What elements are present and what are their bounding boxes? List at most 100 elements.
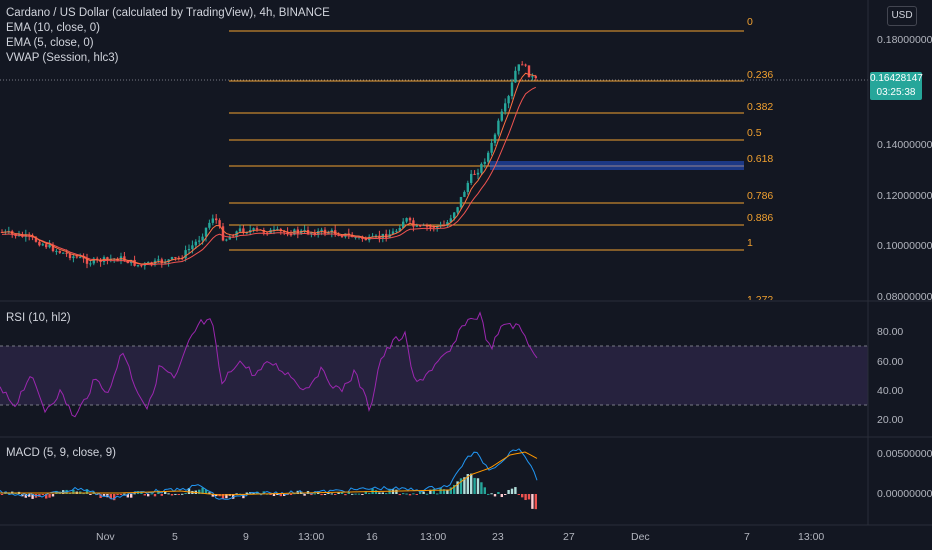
candle-body	[283, 231, 286, 233]
macd-histogram-bar	[116, 494, 119, 495]
fib-level-label: 0.618	[747, 153, 774, 165]
candle-body	[75, 256, 78, 258]
candlestick-series	[0, 61, 537, 270]
macd-histogram-bar	[276, 494, 279, 495]
candle-body	[340, 235, 344, 237]
macd-histogram-bar	[439, 487, 442, 494]
macd-histogram-bar	[449, 487, 452, 494]
macd-histogram-bar	[310, 494, 313, 496]
macd-legend[interactable]: MACD (5, 9, close, 9)	[6, 447, 116, 459]
ema-10-line	[1, 86, 537, 266]
candle-body	[480, 163, 483, 173]
current-price-value: 0.16428147	[870, 73, 923, 84]
candle-body	[242, 228, 245, 233]
chart-legend[interactable]: Cardano / US Dollar (calculated by Tradi…	[6, 6, 330, 66]
candle-body	[303, 229, 306, 231]
macd-histogram-bar	[476, 478, 480, 494]
macd-histogram-bar	[51, 494, 55, 497]
macd-histogram-bar	[48, 494, 51, 498]
candle-body	[79, 257, 82, 259]
macd-histogram-bar	[398, 494, 401, 496]
macd-histogram-bar	[242, 494, 245, 499]
macd-histogram-bar	[453, 484, 456, 494]
currency-button[interactable]: USD	[887, 6, 917, 26]
macd-histogram-bar	[252, 492, 255, 494]
macd-histogram-bar	[160, 494, 163, 496]
candle-body	[82, 257, 85, 259]
macd-histogram-bar	[378, 492, 381, 494]
candle-body	[106, 257, 109, 260]
macd-histogram-bar	[504, 494, 507, 495]
price-label: 0.18000000	[877, 34, 932, 46]
rsi-axis-label: 20.00	[877, 414, 904, 426]
macd-histogram-bar	[303, 494, 306, 496]
macd-histogram-bar	[340, 492, 344, 494]
candle-body	[405, 218, 408, 222]
candle-body	[218, 220, 221, 227]
macd-histogram-bar	[272, 494, 276, 497]
macd-histogram-bar	[181, 493, 184, 495]
symbol-title[interactable]: Cardano / US Dollar (calculated by Tradi…	[6, 7, 330, 19]
candle-body	[415, 225, 418, 227]
candle-body	[514, 70, 517, 83]
candle-body	[272, 229, 276, 231]
candle-body	[225, 239, 228, 241]
time-label: Nov	[96, 531, 115, 543]
macd-histogram-bar	[177, 494, 180, 495]
candle-body	[136, 265, 140, 267]
candle-body	[476, 172, 480, 175]
legend-ema-10[interactable]: EMA (10, close, 0)	[6, 22, 100, 34]
macd-histogram-bar	[327, 492, 330, 494]
fib-level-label: 0	[747, 16, 753, 28]
candle-body	[160, 259, 163, 264]
macd-histogram-bar	[510, 488, 514, 494]
macd-histogram-bar	[422, 491, 425, 494]
candle-body	[164, 262, 167, 264]
candle-body	[398, 227, 401, 231]
main-pane[interactable]	[0, 30, 868, 270]
fibonacci-retracement[interactable]	[229, 30, 744, 251]
candle-body	[201, 236, 204, 241]
candle-body	[446, 222, 449, 226]
macd-histogram-bar	[432, 489, 435, 494]
macd-histogram-bar	[31, 494, 34, 499]
candle-body	[422, 225, 425, 227]
macd-histogram-bar	[493, 494, 497, 497]
macd-histogram-bar	[483, 487, 486, 494]
candle-body	[191, 245, 194, 249]
macd-histogram-bar	[442, 489, 446, 494]
time-label: 9	[243, 531, 249, 543]
candle-body	[490, 142, 493, 153]
candle-countdown: 03:25:38	[876, 87, 916, 98]
candle-body	[72, 256, 75, 259]
rsi-pane[interactable]	[0, 311, 868, 418]
candle-body	[157, 259, 160, 261]
candle-body	[55, 250, 58, 252]
candle-body	[41, 244, 44, 246]
macd-histogram-bar	[531, 494, 534, 509]
macd-histogram-bar	[126, 494, 129, 498]
macd-histogram-bar	[89, 494, 92, 495]
legend-ema-5[interactable]: EMA (5, close, 0)	[6, 37, 94, 49]
rsi-line	[0, 311, 538, 418]
candle-body	[442, 224, 446, 226]
macd-line	[0, 448, 538, 500]
candle-body	[170, 257, 174, 260]
macd-pane[interactable]	[0, 448, 538, 510]
legend-vwap[interactable]: VWAP (Session, hlc3)	[6, 52, 119, 64]
macd-histogram-bar	[123, 493, 126, 495]
candle-body	[500, 111, 503, 121]
candle-body	[310, 232, 313, 234]
macd-histogram-bar	[133, 493, 136, 495]
macd-histogram-bar	[405, 493, 408, 495]
macd-histogram-bar	[368, 493, 371, 495]
candle-body	[507, 96, 510, 104]
rsi-legend[interactable]: RSI (10, hl2)	[6, 312, 71, 324]
candle-body	[317, 231, 320, 235]
candle-body	[228, 236, 231, 240]
time-label: 5	[172, 531, 178, 543]
candle-body	[517, 64, 520, 71]
macd-histogram-bar	[28, 494, 31, 497]
candle-body	[85, 258, 89, 264]
